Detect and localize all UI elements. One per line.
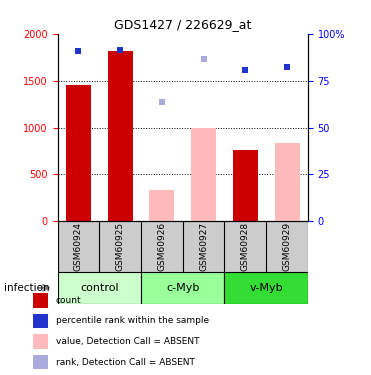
Bar — [66, 86, 91, 221]
Bar — [58, 272, 141, 304]
Bar — [233, 150, 258, 221]
Text: GSM60925: GSM60925 — [116, 222, 125, 271]
Text: GSM60926: GSM60926 — [157, 222, 166, 271]
Text: value, Detection Call = ABSENT: value, Detection Call = ABSENT — [56, 337, 199, 346]
Text: GSM60928: GSM60928 — [241, 222, 250, 271]
Text: control: control — [80, 283, 119, 293]
Text: count: count — [56, 296, 81, 305]
Text: c-Myb: c-Myb — [166, 283, 199, 293]
Bar — [191, 128, 216, 221]
Text: GSM60929: GSM60929 — [283, 222, 292, 271]
Text: GSM60927: GSM60927 — [199, 222, 208, 271]
Bar — [275, 142, 299, 221]
Text: GSM60924: GSM60924 — [74, 222, 83, 271]
Bar — [108, 51, 133, 221]
Title: GDS1427 / 226629_at: GDS1427 / 226629_at — [114, 18, 252, 31]
Bar — [224, 272, 308, 304]
Text: percentile rank within the sample: percentile rank within the sample — [56, 316, 209, 326]
Bar — [141, 272, 224, 304]
Text: infection: infection — [4, 283, 49, 293]
Text: rank, Detection Call = ABSENT: rank, Detection Call = ABSENT — [56, 358, 194, 367]
Bar — [149, 190, 174, 221]
Text: v-Myb: v-Myb — [249, 283, 283, 293]
